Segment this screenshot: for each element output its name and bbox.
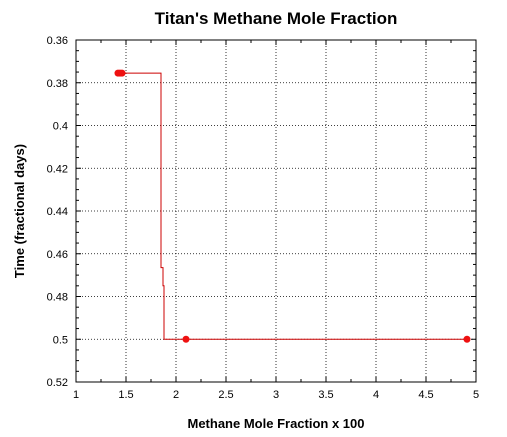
data-point bbox=[118, 69, 126, 77]
series-layer bbox=[114, 69, 471, 343]
data-point bbox=[182, 335, 190, 343]
grid-layer bbox=[76, 40, 476, 382]
x-tick-label: 2 bbox=[173, 389, 179, 401]
x-tick-label: 1 bbox=[73, 389, 79, 401]
chart-title: Titan's Methane Mole Fraction bbox=[155, 9, 398, 28]
x-tick-label: 5 bbox=[473, 389, 479, 401]
x-axis-label: Methane Mole Fraction x 100 bbox=[188, 416, 365, 431]
x-tick-label: 1.5 bbox=[118, 389, 133, 401]
y-tick-label: 0.38 bbox=[47, 78, 68, 90]
y-tick-label: 0.4 bbox=[53, 121, 68, 133]
y-tick-label: 0.52 bbox=[47, 377, 68, 389]
ticks-layer: 1 1.5 2 2.5 3 3.5 4 4.5 5 0.36 0.38 0.4 0.42 0.44 0.46… bbox=[47, 35, 479, 401]
y-tick-label: 0.46 bbox=[47, 249, 68, 261]
y-tick-label: 0.48 bbox=[47, 292, 68, 304]
y-tick-label: 0.42 bbox=[47, 163, 68, 175]
y-tick-label: 0.44 bbox=[47, 206, 68, 218]
x-tick-label: 4.5 bbox=[418, 389, 433, 401]
x-tick-label: 3 bbox=[273, 389, 279, 401]
y-tick-label: 0.36 bbox=[47, 35, 68, 47]
data-point bbox=[463, 335, 471, 343]
x-tick-label: 4 bbox=[373, 389, 379, 401]
y-axis-label: Time (fractional days) bbox=[12, 144, 27, 278]
x-tick-label: 2.5 bbox=[218, 389, 233, 401]
y-tick-label: 0.5 bbox=[53, 334, 68, 346]
series-line bbox=[118, 72, 467, 340]
x-tick-label: 3.5 bbox=[318, 389, 333, 401]
